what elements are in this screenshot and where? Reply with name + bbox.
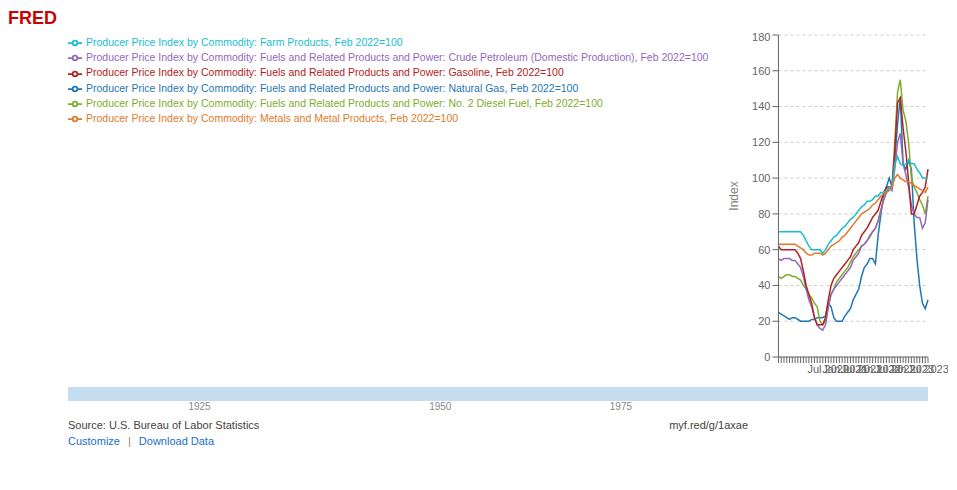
svg-text:120: 120: [752, 136, 770, 148]
html-text:Producer Price Index by Commod: Producer Price Index by Commodity: Fuels…: [86, 51, 709, 64]
html-text:Customize: Customize: [68, 435, 120, 447]
svg-text:80: 80: [758, 208, 770, 220]
html-text:Producer Price Index by Commod: Producer Price Index by Commodity: Fuels…: [86, 81, 579, 94]
html-text:myf.red/g/1axae: myf.red/g/1axae: [669, 419, 748, 431]
svg-text:40: 40: [758, 279, 770, 291]
html-text:FRED: FRED: [8, 8, 57, 28]
html-text:Download Data: Download Data: [138, 435, 214, 447]
svg-text:140: 140: [752, 100, 770, 112]
svg-text:100: 100: [752, 172, 770, 184]
html-text:1975: 1975: [609, 401, 632, 412]
svg-text:0: 0: [764, 351, 770, 363]
html-text:Source: U.S. Bureau of Labor S: Source: U.S. Bureau of Labor Statistics: [68, 419, 260, 431]
html-text:Producer Price Index by Commod: Producer Price Index by Commodity: Farm …: [86, 36, 403, 48]
html-text:Producer Price Index by Commod: Producer Price Index by Commodity: Fuels…: [86, 66, 564, 79]
html-text:1950: 1950: [429, 401, 452, 412]
svg-text:60: 60: [758, 244, 770, 256]
svg-text:Jul 2023: Jul 2023: [907, 363, 948, 375]
svg-text:Index: Index: [727, 181, 741, 210]
html-text:Producer Price Index by Commod: Producer Price Index by Commodity: Fuels…: [86, 96, 603, 109]
svg-text:20: 20: [758, 315, 770, 327]
svg-text:160: 160: [752, 65, 770, 77]
html-text:1925: 1925: [188, 401, 211, 412]
html-text:Producer Price Index by Commod: Producer Price Index by Commodity: Metal…: [86, 112, 459, 125]
svg-text:180: 180: [752, 31, 770, 43]
